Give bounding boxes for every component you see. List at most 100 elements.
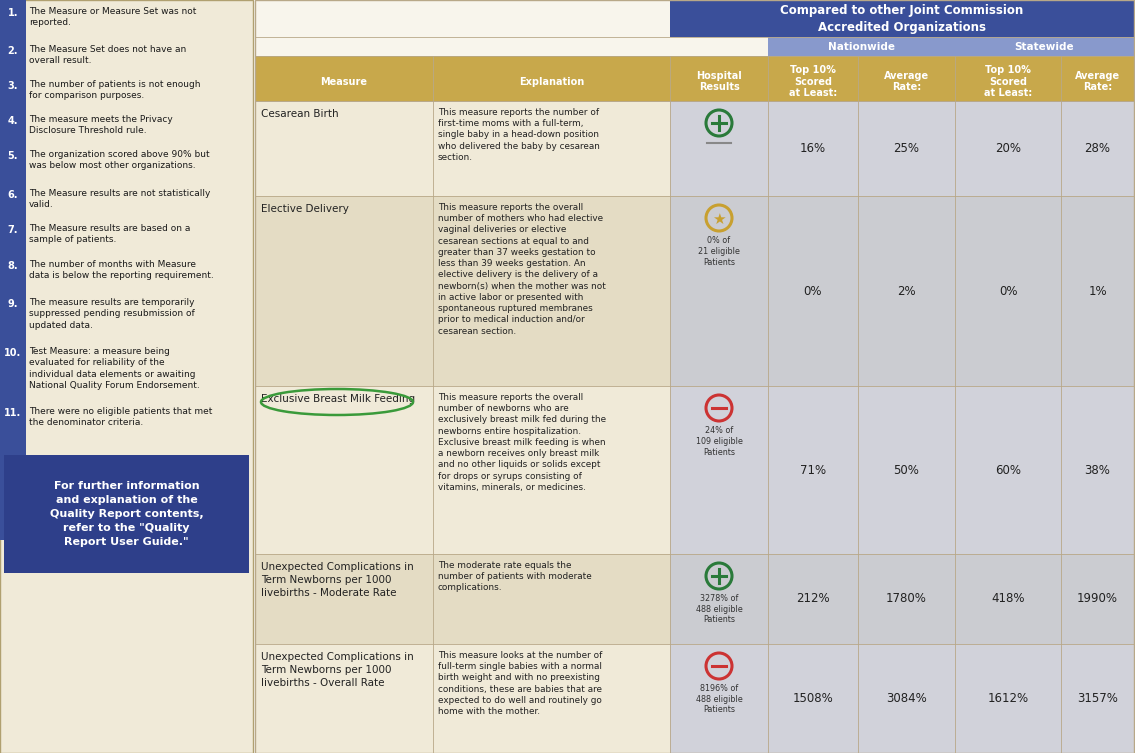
Text: 1780%: 1780% [886, 593, 927, 605]
Text: 3084%: 3084% [886, 692, 927, 705]
Text: 418%: 418% [991, 593, 1025, 605]
Bar [858, 196, 955, 386]
Bar [858, 554, 955, 644]
Text: ★: ★ [712, 212, 725, 227]
Bar [768, 386, 858, 554]
Text: 0%: 0% [804, 285, 822, 297]
Text: 24% of
109 eligible
Patients: 24% of 109 eligible Patients [696, 426, 742, 456]
Bar [670, 196, 768, 386]
Text: Compared to other Joint Commission
Accredited Organizations: Compared to other Joint Commission Accre… [781, 4, 1024, 33]
Text: The Measure results are not statistically
valid.: The Measure results are not statisticall… [30, 189, 210, 209]
Text: Test Measure: a measure being
evaluated for reliability of the
individual data e: Test Measure: a measure being evaluated … [30, 347, 200, 390]
Text: The measure results are temporarily
suppressed pending resubmission of
updated d: The measure results are temporarily supp… [30, 298, 195, 330]
Text: The number of patients is not enough
for comparison purposes.: The number of patients is not enough for… [30, 80, 201, 100]
Text: 1612%: 1612% [987, 692, 1028, 705]
Bar [955, 196, 1061, 386]
Text: 3.: 3. [8, 81, 18, 91]
Text: This measure reports the overall
number of mothers who had elective
vaginal deli: This measure reports the overall number … [438, 203, 606, 336]
Text: Exclusive Breast Milk Feeding: Exclusive Breast Milk Feeding [261, 394, 415, 404]
Text: Explanation: Explanation [519, 77, 585, 87]
Text: Average
Rate:: Average Rate: [884, 71, 930, 93]
Text: 2.: 2. [8, 46, 18, 56]
Bar [255, 554, 1134, 644]
Text: Top 10%
Scored
at Least:: Top 10% Scored at Least: [984, 65, 1032, 98]
Bar [858, 101, 955, 196]
Bar [255, 386, 1134, 554]
Bar [955, 37, 1134, 56]
Bar [255, 644, 1134, 753]
Text: 10.: 10. [5, 348, 22, 358]
Text: The Measure or Measure Set was not
reported.: The Measure or Measure Set was not repor… [30, 7, 196, 27]
Text: The organization scored above 90% but
was below most other organizations.: The organization scored above 90% but wa… [30, 150, 210, 170]
Text: The measure meets the Privacy
Disclosure Threshold rule.: The measure meets the Privacy Disclosure… [30, 115, 173, 136]
Bar [768, 554, 858, 644]
Text: 5.: 5. [8, 151, 18, 161]
Text: Elective Delivery: Elective Delivery [261, 204, 348, 214]
Text: Measure: Measure [320, 77, 368, 87]
Bar [670, 644, 768, 753]
Bar [1061, 386, 1134, 554]
Text: 2%: 2% [897, 285, 916, 297]
Bar [670, 0, 1134, 37]
Text: 38%: 38% [1085, 464, 1110, 477]
Text: 4.: 4. [8, 116, 18, 126]
Text: 7.: 7. [8, 225, 18, 235]
Text: 8196% of
488 eligible
Patients: 8196% of 488 eligible Patients [696, 684, 742, 715]
Text: Nationwide: Nationwide [829, 41, 896, 51]
Bar [255, 101, 1134, 196]
Bar [255, 0, 1134, 753]
Bar [0, 0, 26, 540]
Text: 11.: 11. [5, 408, 22, 418]
Bar [670, 386, 768, 554]
Text: For further information
and explanation of the
Quality Report contents,
refer to: For further information and explanation … [50, 481, 203, 547]
Bar [768, 644, 858, 753]
Text: 25%: 25% [893, 142, 919, 155]
Text: 0% of
21 eligible
Patients: 0% of 21 eligible Patients [698, 236, 740, 267]
Text: 16%: 16% [800, 142, 826, 155]
Bar [858, 644, 955, 753]
Bar [255, 56, 1134, 101]
Text: The Measure results are based on a
sample of patients.: The Measure results are based on a sampl… [30, 224, 191, 245]
Text: 3157%: 3157% [1077, 692, 1118, 705]
Bar [768, 101, 858, 196]
Text: This measure looks at the number of
full-term single babies with a normal
birth : This measure looks at the number of full… [438, 651, 603, 716]
Text: 3278% of
488 eligible
Patients: 3278% of 488 eligible Patients [696, 594, 742, 624]
Text: 1%: 1% [1088, 285, 1107, 297]
Text: Top 10%
Scored
at Least:: Top 10% Scored at Least: [789, 65, 838, 98]
Bar [955, 386, 1061, 554]
Bar [5, 455, 249, 573]
Bar [255, 0, 1134, 753]
Bar [0, 0, 253, 753]
Text: 71%: 71% [800, 464, 826, 477]
Bar [1061, 101, 1134, 196]
Text: 9.: 9. [8, 299, 18, 309]
Text: 20%: 20% [995, 142, 1022, 155]
Bar [768, 37, 955, 56]
Text: This measure reports the overall
number of newborns who are
exclusively breast m: This measure reports the overall number … [438, 393, 606, 492]
Text: Statewide: Statewide [1015, 41, 1075, 51]
Bar [955, 101, 1061, 196]
Bar [670, 101, 768, 196]
Bar [1061, 554, 1134, 644]
Bar [1061, 196, 1134, 386]
Text: Unexpected Complications in
Term Newborns per 1000
livebirths - Moderate Rate: Unexpected Complications in Term Newborn… [261, 562, 414, 598]
Text: The number of months with Measure
data is below the reporting requirement.: The number of months with Measure data i… [30, 260, 213, 280]
Text: 8.: 8. [8, 261, 18, 271]
Text: The Measure Set does not have an
overall result.: The Measure Set does not have an overall… [30, 45, 186, 66]
Bar [955, 644, 1061, 753]
Text: 28%: 28% [1085, 142, 1110, 155]
Bar [1061, 644, 1134, 753]
Text: 6.: 6. [8, 190, 18, 200]
Text: 1.: 1. [8, 8, 18, 18]
Text: This measure reports the number of
first-time moms with a full-term,
single baby: This measure reports the number of first… [438, 108, 600, 162]
Text: 50%: 50% [893, 464, 919, 477]
Text: The moderate rate equals the
number of patients with moderate
complications.: The moderate rate equals the number of p… [438, 561, 591, 593]
Text: Unexpected Complications in
Term Newborns per 1000
livebirths - Overall Rate: Unexpected Complications in Term Newborn… [261, 652, 414, 687]
Text: 1508%: 1508% [792, 692, 833, 705]
Bar [858, 386, 955, 554]
Text: 60%: 60% [995, 464, 1022, 477]
Bar [670, 554, 768, 644]
Text: There were no eligible patients that met
the denominator criteria.: There were no eligible patients that met… [30, 407, 212, 428]
Text: 0%: 0% [999, 285, 1017, 297]
Bar [255, 196, 1134, 386]
